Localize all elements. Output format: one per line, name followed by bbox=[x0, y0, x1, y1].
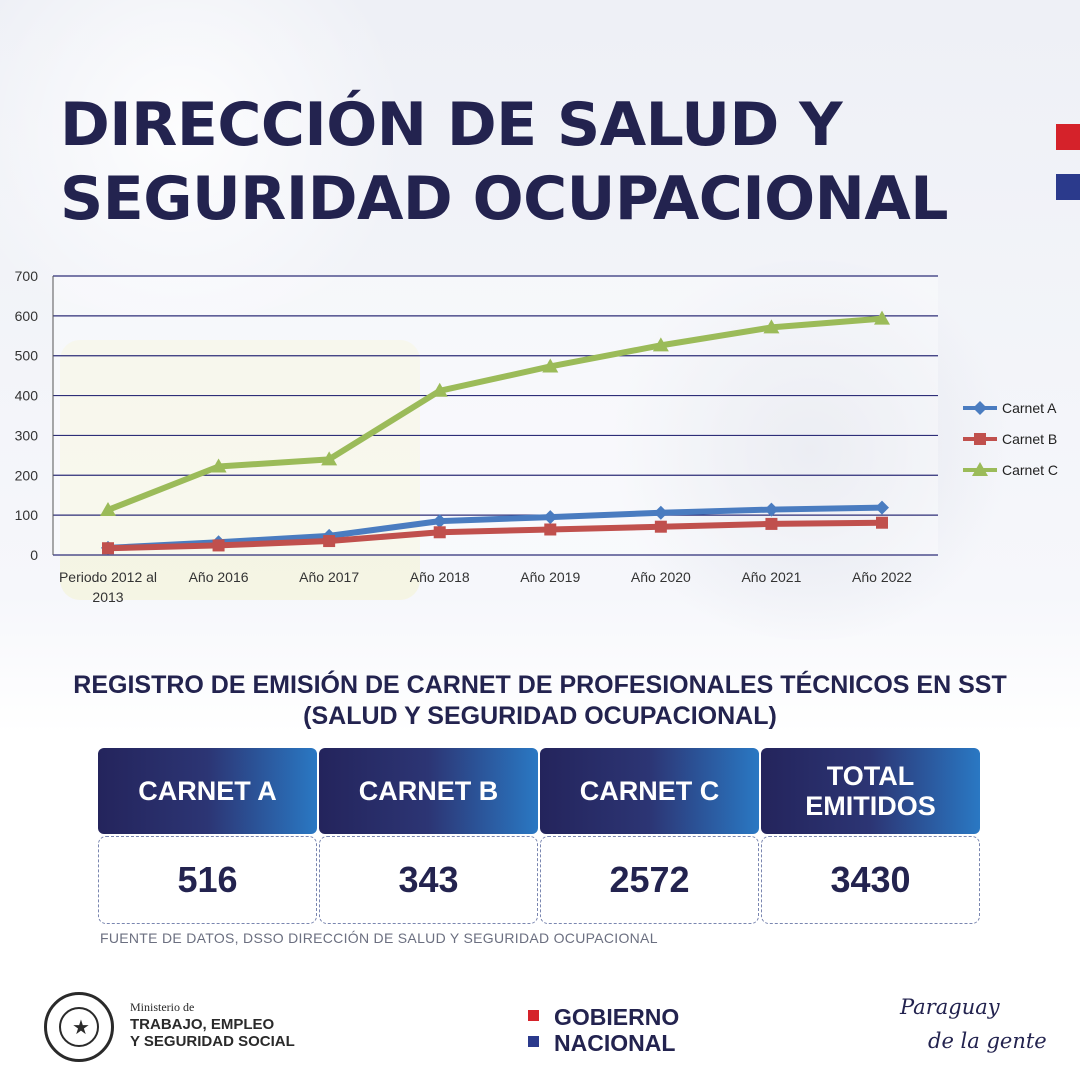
y-tick-label: 0 bbox=[30, 547, 38, 563]
data-point bbox=[653, 505, 668, 520]
chart-grid bbox=[53, 275, 938, 556]
data-point bbox=[974, 433, 986, 445]
card-label-line-2: EMITIDOS bbox=[805, 791, 936, 821]
y-tick-label: 500 bbox=[15, 348, 39, 364]
ministry-name-line-1: TRABAJO, EMPLEO bbox=[130, 1016, 275, 1033]
flag-blue-stripe bbox=[1056, 174, 1080, 200]
card-label: CARNET A bbox=[98, 748, 317, 834]
data-point bbox=[654, 520, 667, 533]
legend-entry: Carnet A bbox=[963, 400, 1057, 416]
card-value: 343 bbox=[319, 836, 538, 924]
series-carnet-b bbox=[102, 516, 888, 555]
page-title: DIRECCIÓN DE SALUD Y SEGURIDAD OCUPACION… bbox=[60, 88, 1020, 236]
data-point bbox=[543, 510, 558, 525]
legend-entry: Carnet C bbox=[963, 462, 1058, 478]
x-tick-label: Año 2021 bbox=[741, 569, 801, 585]
data-point bbox=[431, 382, 448, 397]
data-point bbox=[972, 462, 988, 476]
title-line-1: DIRECCIÓN DE SALUD Y bbox=[60, 90, 843, 160]
x-tick-label: Año 2019 bbox=[520, 569, 580, 585]
ministry-name: TRABAJO, EMPLEO Y SEGURIDAD SOCIAL bbox=[130, 1016, 295, 1050]
data-point bbox=[764, 502, 779, 517]
y-tick-label: 100 bbox=[15, 507, 39, 523]
card-label: CARNET C bbox=[540, 748, 759, 834]
ministry-name-line-2: Y SEGURIDAD SOCIAL bbox=[130, 1033, 295, 1050]
red-square-icon bbox=[528, 1010, 539, 1021]
x-tick-label: Año 2017 bbox=[299, 569, 359, 585]
data-point bbox=[100, 501, 116, 516]
y-tick-label: 200 bbox=[15, 467, 39, 483]
x-tick-label: Periodo 2012 al 2013 bbox=[59, 569, 157, 605]
x-tick-label: Año 2016 bbox=[189, 569, 249, 585]
x-tick-label: Año 2020 bbox=[631, 569, 691, 585]
data-point bbox=[212, 539, 225, 552]
card-label: CARNET B bbox=[319, 748, 538, 834]
legend-entry: Carnet B bbox=[963, 431, 1057, 447]
data-point bbox=[432, 514, 447, 529]
card-total-emitidos: TOTAL EMITIDOS 3430 bbox=[761, 748, 982, 924]
x-tick-label: Año 2022 bbox=[852, 569, 912, 585]
data-point bbox=[763, 319, 780, 334]
card-value: 2572 bbox=[540, 836, 759, 924]
gobierno-nacional-text: GOBIERNO NACIONAL bbox=[554, 1004, 680, 1056]
line-chart: 0 100 200 300 400 500 600 700 Periodo 2012 al 20… bbox=[15, 268, 1058, 605]
data-point bbox=[973, 401, 987, 415]
card-carnet-c: CARNET C 2572 bbox=[540, 748, 761, 924]
data-point bbox=[210, 458, 227, 473]
data-point bbox=[876, 516, 888, 529]
data-point bbox=[321, 451, 338, 466]
subtitle-line-1: REGISTRO DE EMISIÓN DE CARNET DE PROFESI… bbox=[73, 671, 1007, 699]
ministry-prefix: Ministerio de bbox=[130, 1000, 195, 1014]
title-line-2: SEGURIDAD OCUPACIONAL bbox=[60, 164, 949, 234]
ministry-logo: ★ Ministerio de TRABAJO, EMPLEO Y SEGURI… bbox=[44, 992, 344, 1062]
data-point bbox=[542, 358, 559, 373]
flag-red-stripe bbox=[1056, 124, 1080, 150]
chart-legend: Carnet A Carnet B Carnet C bbox=[963, 400, 1058, 478]
series-carnet-c bbox=[100, 310, 890, 516]
x-axis: Periodo 2012 al 2013 Año 2016 Año 2017 Año 2… bbox=[59, 569, 912, 605]
data-source-note: FUENTE DE DATOS, DSSO DIRECCIÓN DE SALUD… bbox=[100, 930, 658, 946]
plot-area bbox=[53, 276, 938, 555]
y-tick-label: 700 bbox=[15, 268, 39, 284]
y-tick-label: 300 bbox=[15, 427, 39, 443]
data-point bbox=[765, 517, 778, 530]
blue-square-icon bbox=[528, 1036, 539, 1047]
summary-cards: CARNET A 516 CARNET B 343 CARNET C 2572 … bbox=[98, 748, 982, 924]
data-point bbox=[433, 526, 446, 539]
data-point bbox=[102, 542, 114, 555]
y-tick-label: 600 bbox=[15, 308, 39, 324]
series-line bbox=[105, 519, 885, 552]
legend-label: Carnet A bbox=[1002, 400, 1057, 416]
slogan-line-2: de la gente bbox=[928, 1029, 1047, 1053]
national-seal-icon: ★ bbox=[44, 992, 114, 1062]
data-point bbox=[323, 535, 336, 548]
star-icon: ★ bbox=[72, 1015, 90, 1039]
data-point bbox=[544, 523, 557, 536]
series-line bbox=[105, 315, 885, 513]
summary-subtitle: REGISTRO DE EMISIÓN DE CARNET DE PROFESI… bbox=[20, 670, 1060, 732]
card-carnet-b: CARNET B 343 bbox=[319, 748, 540, 924]
data-point bbox=[652, 337, 669, 352]
y-tick-label: 400 bbox=[15, 388, 39, 404]
legend-label: Carnet C bbox=[1002, 462, 1058, 478]
y-axis: 0 100 200 300 400 500 600 700 bbox=[15, 268, 54, 563]
chart-series bbox=[100, 310, 890, 555]
data-point bbox=[874, 310, 890, 325]
x-tick-label: Año 2018 bbox=[410, 569, 470, 585]
card-carnet-a: CARNET A 516 bbox=[98, 748, 319, 924]
slogan-line-1: Paraguay bbox=[900, 995, 1000, 1019]
card-label: TOTAL EMITIDOS bbox=[761, 748, 980, 834]
subtitle-line-2: (SALUD Y SEGURIDAD OCUPACIONAL) bbox=[303, 702, 777, 730]
card-label-line-1: TOTAL bbox=[826, 761, 915, 791]
series-line bbox=[105, 504, 885, 551]
card-value: 516 bbox=[98, 836, 317, 924]
slogan-logo: Paraguay de la gente bbox=[900, 990, 1050, 1058]
legend-label: Carnet B bbox=[1002, 431, 1057, 447]
data-point bbox=[875, 500, 889, 515]
card-value: 3430 bbox=[761, 836, 980, 924]
